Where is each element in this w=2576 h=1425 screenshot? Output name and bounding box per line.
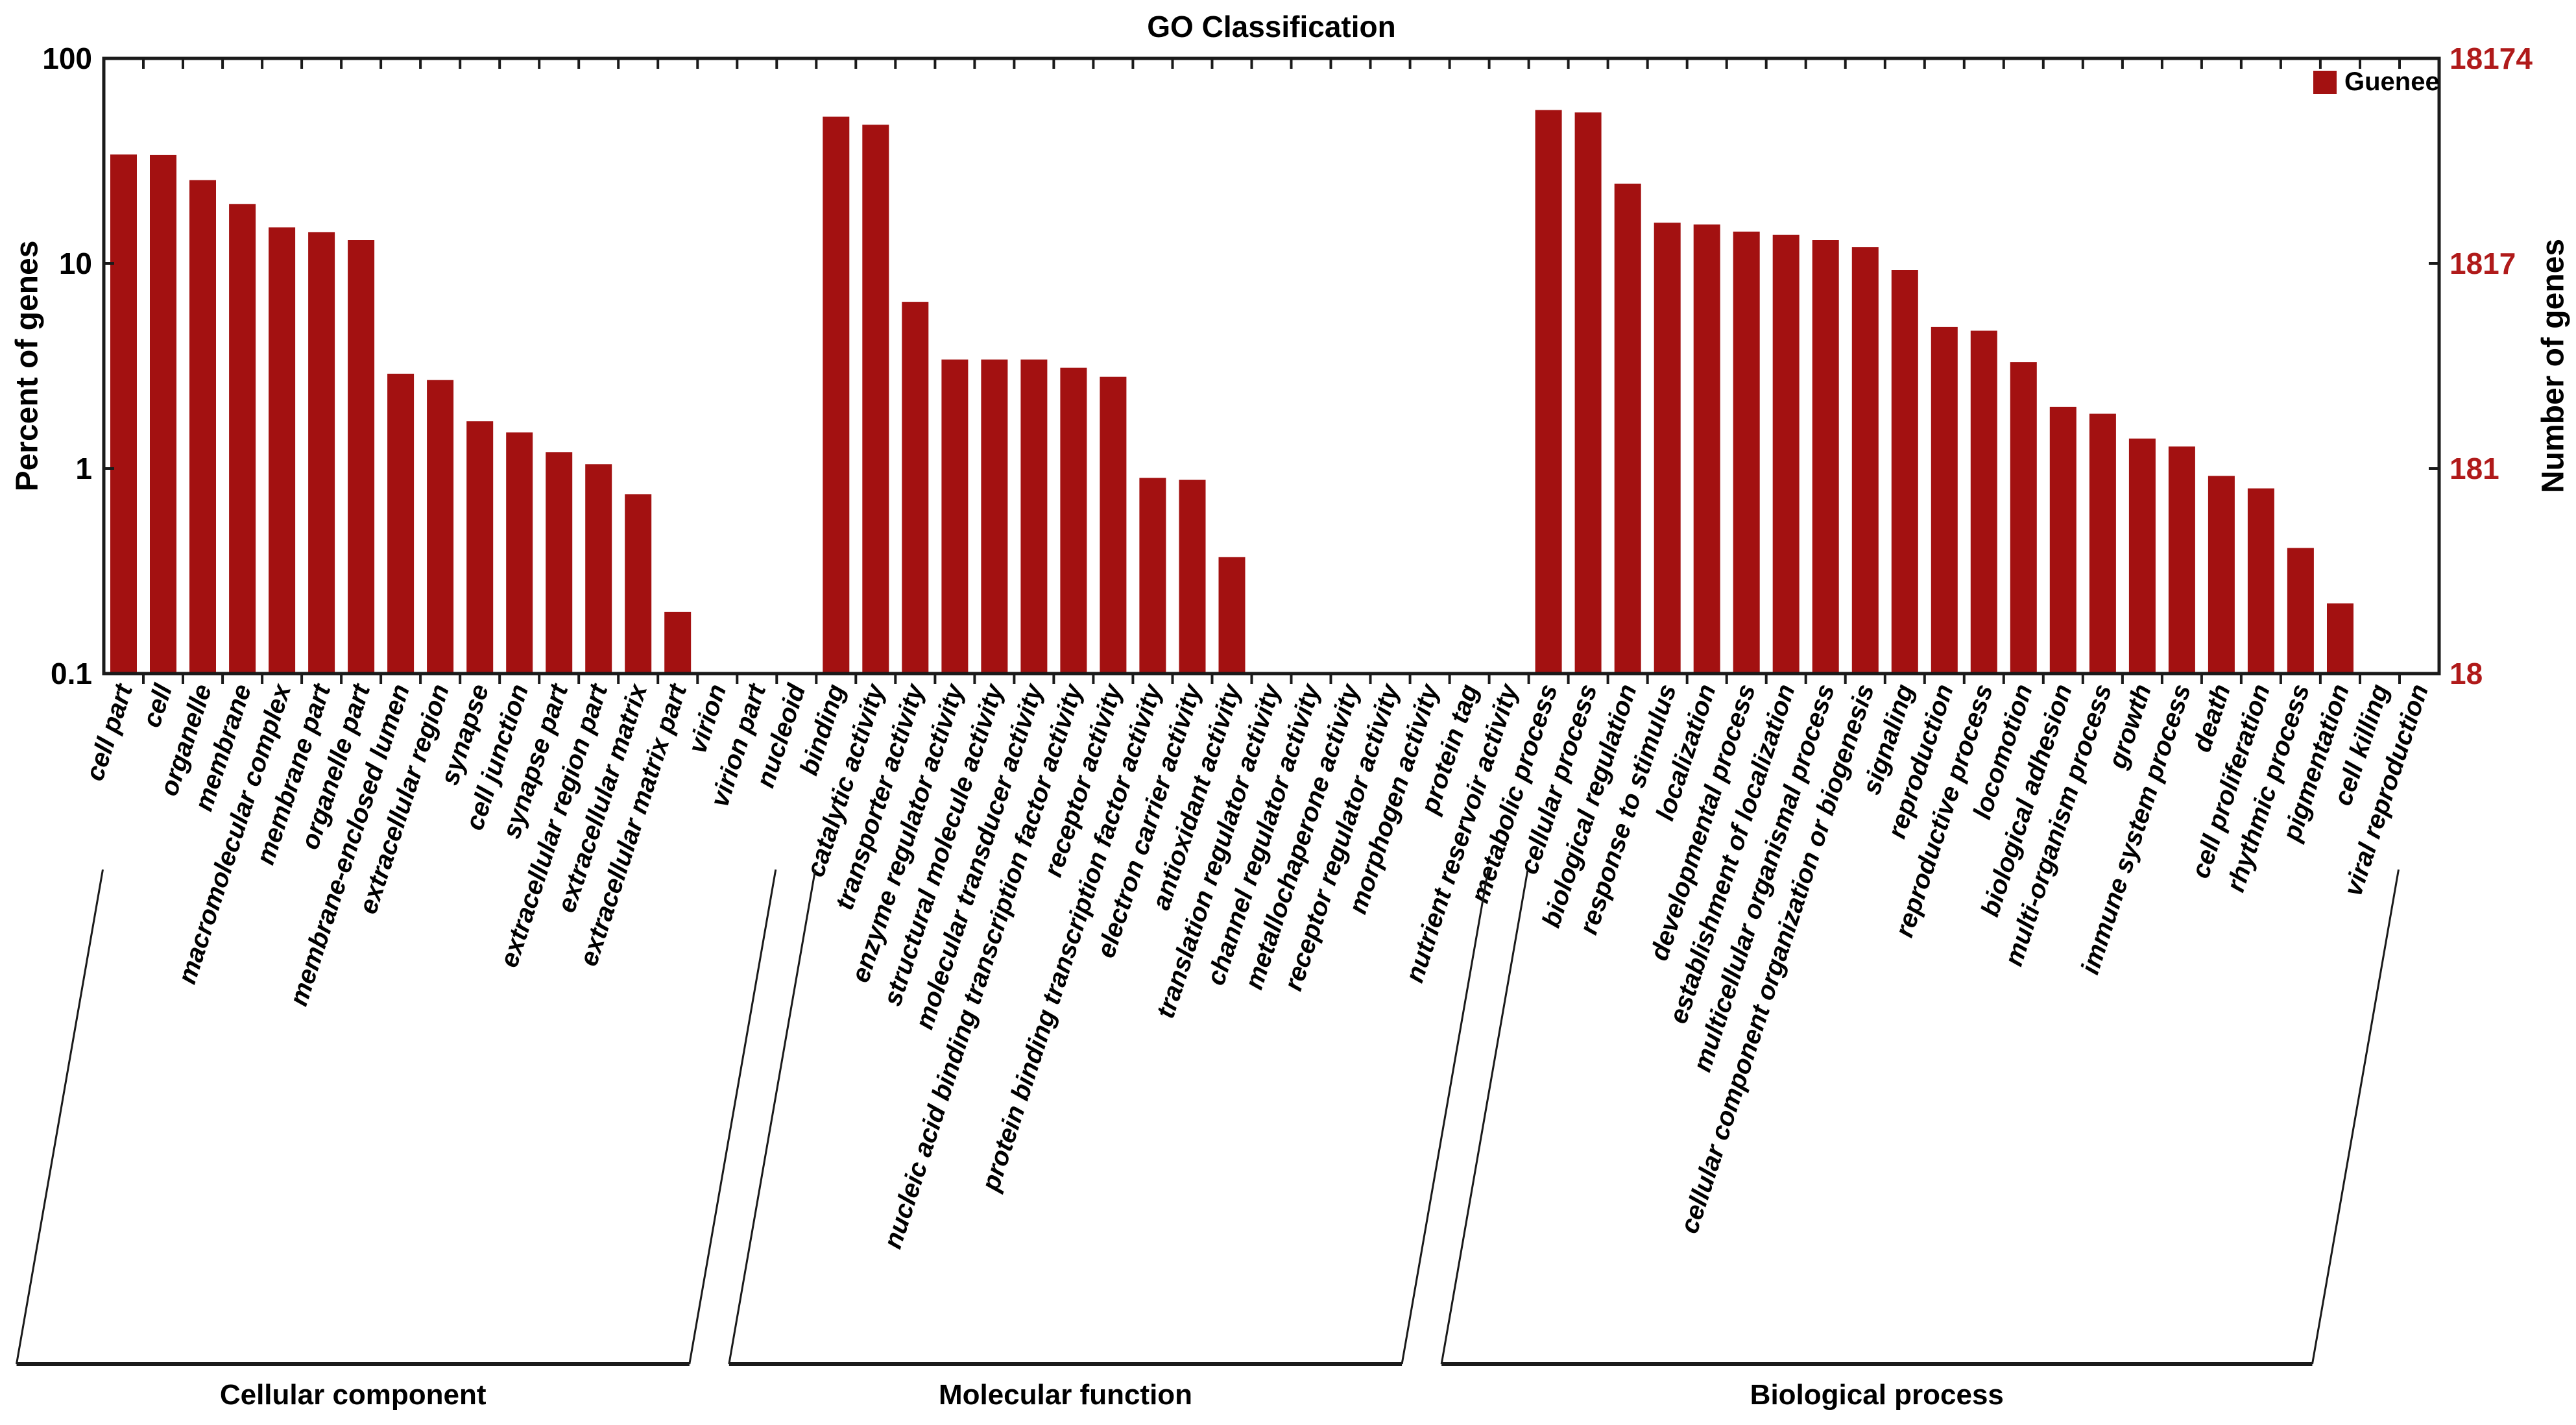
- bar: [1812, 240, 1839, 674]
- bar: [862, 125, 889, 674]
- bar: [1060, 367, 1087, 674]
- bar: [902, 302, 929, 674]
- bar: [506, 432, 533, 674]
- bar: [2049, 406, 2076, 674]
- category-label: cell part: [80, 680, 139, 785]
- bar: [110, 154, 137, 674]
- y-tick-label-left: 0.1: [51, 657, 92, 690]
- bar: [1931, 326, 1958, 674]
- bar: [1693, 224, 1720, 674]
- bar: [2208, 476, 2235, 674]
- bar: [1614, 184, 1641, 674]
- section-diagonal-right: [688, 869, 777, 1365]
- bar: [387, 373, 415, 674]
- bar: [1179, 480, 1206, 674]
- bar: [427, 380, 454, 674]
- plot-border: [102, 56, 2441, 676]
- y-tick-label-right: 1817: [2450, 247, 2516, 280]
- bar: [229, 204, 256, 674]
- bar: [664, 611, 692, 674]
- bar: [941, 359, 969, 674]
- right-axis-title: Number of genes: [2536, 238, 2571, 494]
- legend: Guenee: [2313, 67, 2440, 97]
- section-diagonal-left: [728, 869, 817, 1365]
- bar: [2089, 413, 2116, 674]
- bar: [2327, 603, 2353, 674]
- bar: [625, 494, 652, 674]
- bar: [1654, 223, 1681, 674]
- bar: [1772, 234, 1800, 674]
- bar: [2128, 438, 2156, 674]
- section-diagonal-right: [2311, 869, 2400, 1365]
- bar: [1139, 478, 1166, 674]
- section-diagonal-right: [1401, 869, 1489, 1365]
- y-tick-label-right: 181: [2450, 452, 2499, 485]
- bar: [546, 452, 573, 674]
- group-label: Biological process: [1750, 1379, 2004, 1411]
- chart-title: GO Classification: [1147, 10, 1396, 43]
- y-tick-label-left: 100: [42, 42, 92, 75]
- bar: [1891, 270, 1918, 674]
- bar: [1100, 376, 1127, 674]
- bar: [1851, 247, 1879, 674]
- left-axis-title: Percent of genes: [10, 240, 45, 492]
- y-tick-label-left: 10: [59, 247, 92, 280]
- y-tick-label-right: 18: [2450, 657, 2483, 690]
- bar: [2010, 362, 2037, 674]
- bar: [189, 180, 216, 674]
- bar: [348, 240, 375, 674]
- bar: [1970, 330, 1997, 674]
- y-tick-label-right: 18174: [2450, 42, 2533, 75]
- category-label: cell: [138, 680, 178, 731]
- bar: [2247, 488, 2274, 674]
- legend-label: Guenee: [2344, 67, 2440, 96]
- bar: [585, 464, 612, 674]
- bar: [2287, 548, 2314, 674]
- bar: [823, 116, 850, 674]
- y-tick-label-left: 1: [75, 452, 92, 485]
- bar: [308, 232, 335, 674]
- bar: [269, 227, 296, 674]
- group-label: Molecular function: [939, 1379, 1192, 1411]
- bar: [1535, 110, 1562, 674]
- bar: [1733, 231, 1760, 674]
- bar: [466, 421, 494, 674]
- bar: [2168, 446, 2195, 674]
- bar: [150, 154, 176, 674]
- bar: [1020, 359, 1048, 674]
- legend-swatch-icon: [2313, 70, 2337, 94]
- bar: [1218, 557, 1246, 674]
- bar: [1574, 112, 1602, 674]
- section-diagonal-left: [16, 869, 104, 1365]
- bar: [981, 359, 1008, 674]
- section-diagonal-left: [1440, 869, 1529, 1365]
- group-label: Cellular component: [220, 1379, 487, 1411]
